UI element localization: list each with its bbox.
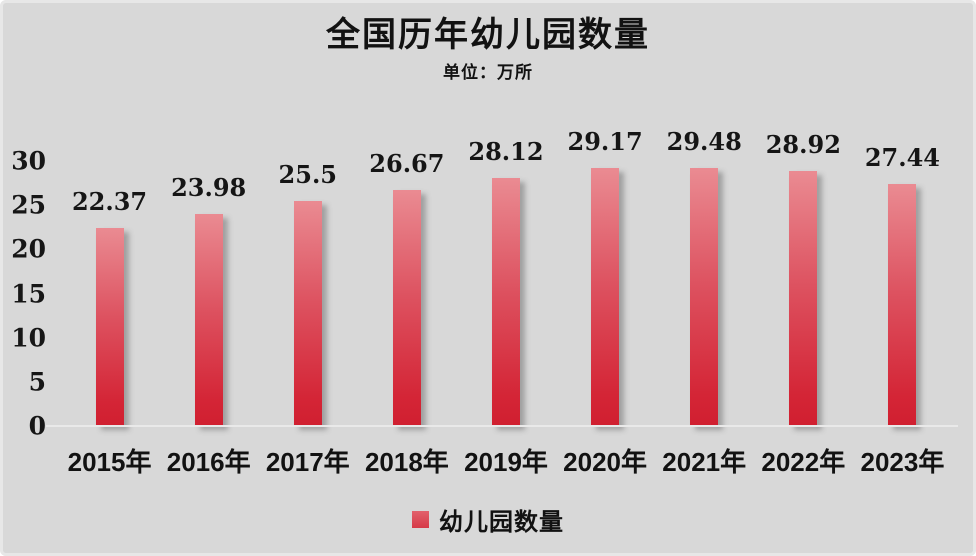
chart-title: 全国历年幼儿园数量	[326, 16, 650, 54]
bar[interactable]	[690, 168, 719, 426]
bar-value-label: 28.92	[765, 129, 841, 159]
x-tick-label: 2017年	[265, 447, 350, 477]
bar-column: 26.67	[357, 130, 456, 426]
bar-value-label: 26.67	[369, 149, 445, 179]
bar[interactable]	[95, 228, 124, 426]
bar-value-label: 29.48	[666, 127, 742, 156]
bar-value-label: 25.5	[278, 159, 337, 189]
x-tick-label: 2015年	[67, 447, 152, 477]
x-tick-label: 2022年	[761, 447, 846, 477]
legend-label: 幼儿园数量	[439, 509, 564, 536]
bar-column: 22.37	[60, 130, 159, 426]
x-tick-label: 2021年	[662, 447, 747, 477]
x-tick-label: 2023年	[860, 447, 945, 477]
x-tick-label: 2016年	[166, 447, 251, 477]
legend: 幼儿园数量	[0, 502, 976, 537]
y-tick-label: 20	[11, 234, 46, 264]
y-axis: 0 5 10 15 20 25 30	[0, 0, 46, 556]
bar[interactable]	[591, 168, 620, 426]
y-tick-label: 30	[11, 146, 46, 176]
y-tick-label: 15	[11, 279, 46, 308]
y-tick-label: 0	[28, 411, 46, 441]
bar-value-label: 28.12	[468, 136, 544, 166]
bar-column: 28.92	[754, 130, 853, 426]
x-axis: 2015年 2016年 2017年 2018年 2019年 2020年 2021年 2022年…	[60, 442, 952, 479]
y-tick-label: 10	[11, 323, 46, 353]
bar[interactable]	[293, 200, 322, 426]
x-tick-label: 2019年	[464, 447, 548, 477]
chart-unit-subtitle: 单位：万所	[443, 63, 533, 83]
bar[interactable]	[789, 170, 818, 426]
legend-swatch-icon	[412, 511, 429, 528]
bar[interactable]	[888, 183, 917, 426]
bar-value-label: 27.44	[864, 142, 940, 172]
x-tick-label: 2020年	[563, 447, 648, 477]
x-axis-line	[46, 425, 958, 427]
bar-column: 29.17	[556, 130, 655, 426]
bar-column: 27.44	[853, 130, 952, 426]
bar[interactable]	[392, 190, 421, 426]
bar-column: 23.98	[159, 130, 258, 426]
bar-value-label: 23.98	[171, 173, 247, 203]
plot-area: 22.37 23.98 25.5 26.67 28.12 29.17 29.48 28.92 2…	[46, 130, 958, 427]
bar-column: 29.48	[655, 130, 754, 426]
bar[interactable]	[491, 177, 520, 426]
y-tick-label: 25	[11, 190, 46, 220]
bar-column: 25.5	[258, 130, 357, 426]
bar-value-label: 29.17	[567, 127, 643, 157]
bar[interactable]	[194, 214, 223, 426]
chart-header: 全国历年幼儿园数量 单位：万所	[0, 16, 976, 83]
bar-column: 28.12	[456, 130, 555, 426]
x-tick-label: 2018年	[364, 447, 449, 477]
bar-value-label: 22.37	[71, 187, 148, 217]
y-tick-label: 5	[28, 367, 46, 397]
